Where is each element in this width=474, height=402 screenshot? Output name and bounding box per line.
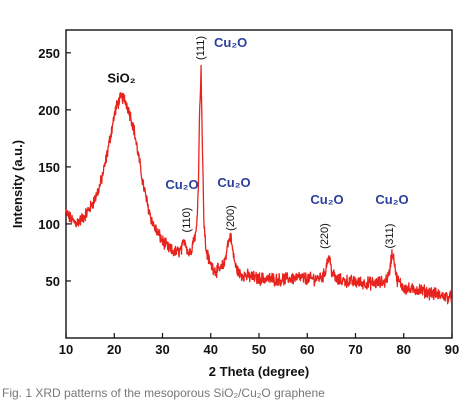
x-axis-title: 2 Theta (degree) [209, 364, 309, 379]
sio2-label: SiO₂ [107, 70, 135, 85]
y-tick-label-2: 150 [38, 160, 60, 175]
miller-index-3: (220) [319, 223, 331, 249]
x-tick-label-1: 20 [107, 342, 121, 357]
cu2o-label-0: Cu₂O [214, 35, 247, 50]
miller-index-2: (200) [225, 205, 237, 231]
xrd-pattern-line [65, 64, 453, 305]
x-tick-label-3: 40 [204, 342, 218, 357]
peak-annotations: SiO₂ Cu₂O (111) Cu₂O (110) Cu₂O (200) Cu₂O (220)… [107, 35, 408, 249]
y-tick-label-4: 250 [38, 46, 60, 61]
x-tick-label-4: 50 [252, 342, 266, 357]
x-tick-label-8: 90 [445, 342, 459, 357]
y-axis-title: Intensity (a.u.) [10, 140, 25, 228]
cu2o-label-1: Cu₂O [165, 177, 198, 192]
miller-index-0: (111) [195, 36, 207, 60]
x-tick-label-2: 30 [155, 342, 169, 357]
miller-index-4: (311) [384, 224, 396, 249]
y-tick-label-0: 50 [46, 274, 60, 289]
y-tick-label-3: 200 [38, 103, 60, 118]
xrd-chart: 10 20 30 40 50 60 70 80 90 50 100 150 200 250 SiO₂ Cu… [10, 29, 459, 379]
cu2o-label-3: Cu₂O [310, 192, 343, 207]
y-tick-label-1: 100 [38, 217, 60, 232]
cu2o-label-2: Cu₂O [217, 175, 250, 190]
x-tick-label-7: 80 [397, 342, 411, 357]
x-tick-label-5: 60 [300, 342, 314, 357]
figure-caption: Fig. 1 XRD patterns of the mesoporous Si… [2, 386, 325, 400]
x-tick-label-0: 10 [59, 342, 73, 357]
plot-area [65, 29, 453, 339]
x-tick-labels: 10 20 30 40 50 60 70 80 90 [59, 342, 459, 357]
miller-index-1: (110) [181, 208, 193, 233]
axis-ticks [65, 52, 453, 338]
y-tick-labels: 50 100 150 200 250 [38, 46, 60, 289]
x-tick-label-6: 70 [348, 342, 362, 357]
cu2o-label-4: Cu₂O [375, 192, 408, 207]
